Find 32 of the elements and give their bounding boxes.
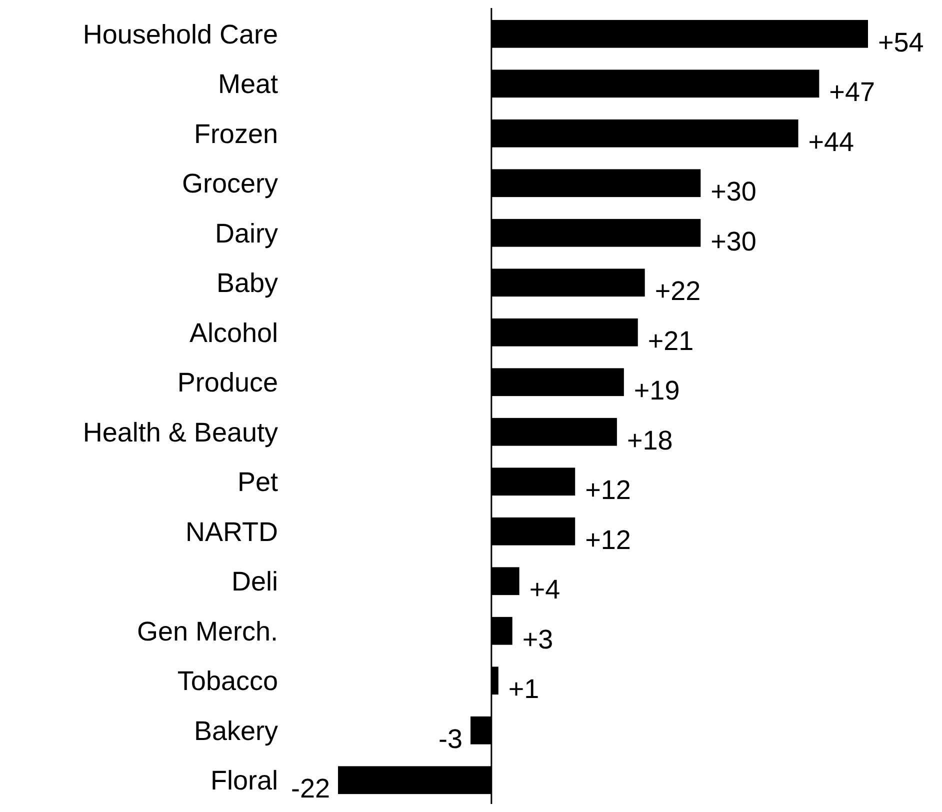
- data-label: -3: [438, 724, 462, 754]
- y-tick-label: Baby: [216, 268, 278, 298]
- y-tick-label: Bakery: [194, 716, 278, 746]
- data-label: +44: [808, 126, 854, 157]
- data-label: +22: [654, 276, 701, 306]
- data-label: +30: [710, 226, 756, 256]
- y-tick-label: Produce: [177, 368, 278, 398]
- data-label: +1: [508, 674, 540, 704]
- data-label: +30: [710, 176, 756, 207]
- data-label: +4: [529, 574, 560, 605]
- data-label: +54: [878, 27, 924, 58]
- y-tick-label: Tobacco: [177, 666, 278, 696]
- data-label: +19: [634, 376, 680, 406]
- y-tick-label: Grocery: [182, 168, 278, 199]
- y-tick-label: Household Care: [82, 19, 278, 50]
- data-label: +12: [585, 475, 631, 506]
- y-tick-label: Floral: [210, 766, 278, 796]
- y-tick-label: Health & Beauty: [82, 417, 278, 448]
- data-label: +21: [648, 326, 694, 356]
- data-label: +3: [522, 624, 554, 654]
- y-tick-label: Meat: [218, 69, 278, 100]
- data-label: +18: [626, 425, 673, 456]
- y-tick-label: Frozen: [194, 118, 278, 149]
- y-tick-label: NARTD: [185, 516, 278, 547]
- y-tick-label: Deli: [231, 566, 278, 597]
- data-label: +47: [829, 77, 875, 108]
- data-label: -22: [290, 774, 330, 804]
- y-tick-label: Alcohol: [189, 318, 278, 348]
- y-tick-label: Pet: [237, 467, 278, 498]
- y-tick-label: Gen Merch.: [136, 616, 278, 646]
- data-label: +12: [585, 524, 631, 555]
- y-tick-label: Dairy: [214, 218, 278, 248]
